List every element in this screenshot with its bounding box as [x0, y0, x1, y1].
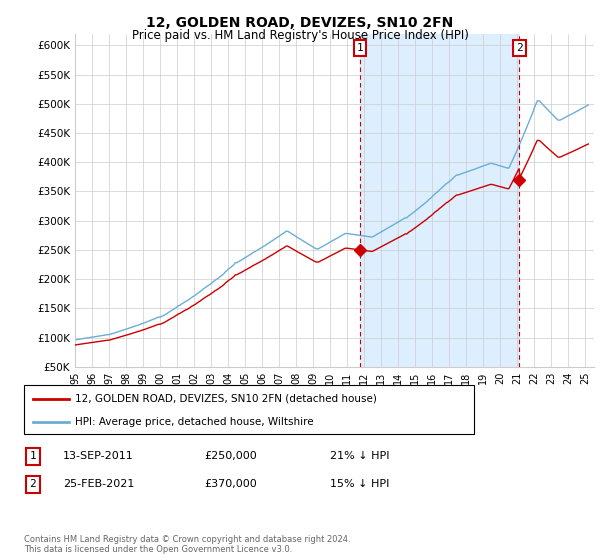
Text: 25-FEB-2021: 25-FEB-2021: [63, 479, 134, 489]
Text: £250,000: £250,000: [204, 451, 257, 461]
Bar: [360, 34, 520, 367]
Text: 15% ↓ HPI: 15% ↓ HPI: [330, 479, 389, 489]
Text: 2: 2: [29, 479, 37, 489]
Text: 1: 1: [356, 43, 364, 53]
Text: HPI: Average price, detached house, Wiltshire: HPI: Average price, detached house, Wilt…: [75, 417, 314, 427]
Text: Contains HM Land Registry data © Crown copyright and database right 2024.
This d: Contains HM Land Registry data © Crown c…: [24, 535, 350, 554]
Text: 21% ↓ HPI: 21% ↓ HPI: [330, 451, 389, 461]
Text: £370,000: £370,000: [204, 479, 257, 489]
Text: Price paid vs. HM Land Registry's House Price Index (HPI): Price paid vs. HM Land Registry's House …: [131, 29, 469, 42]
Text: 12, GOLDEN ROAD, DEVIZES, SN10 2FN (detached house): 12, GOLDEN ROAD, DEVIZES, SN10 2FN (deta…: [75, 394, 377, 404]
Text: 2: 2: [516, 43, 523, 53]
Text: 1: 1: [29, 451, 37, 461]
Text: 13-SEP-2011: 13-SEP-2011: [63, 451, 134, 461]
Text: 12, GOLDEN ROAD, DEVIZES, SN10 2FN: 12, GOLDEN ROAD, DEVIZES, SN10 2FN: [146, 16, 454, 30]
